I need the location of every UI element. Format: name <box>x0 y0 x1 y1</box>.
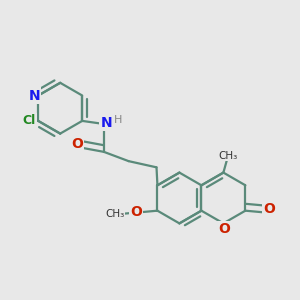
Text: CH₃: CH₃ <box>218 151 238 160</box>
Text: N: N <box>29 88 40 103</box>
Text: CH₃: CH₃ <box>105 209 124 219</box>
Text: O: O <box>218 222 230 236</box>
Text: O: O <box>130 205 142 219</box>
Text: O: O <box>263 202 275 216</box>
Text: N: N <box>100 116 112 130</box>
Text: H: H <box>114 115 122 125</box>
Text: Cl: Cl <box>22 114 36 128</box>
Text: O: O <box>71 137 83 152</box>
